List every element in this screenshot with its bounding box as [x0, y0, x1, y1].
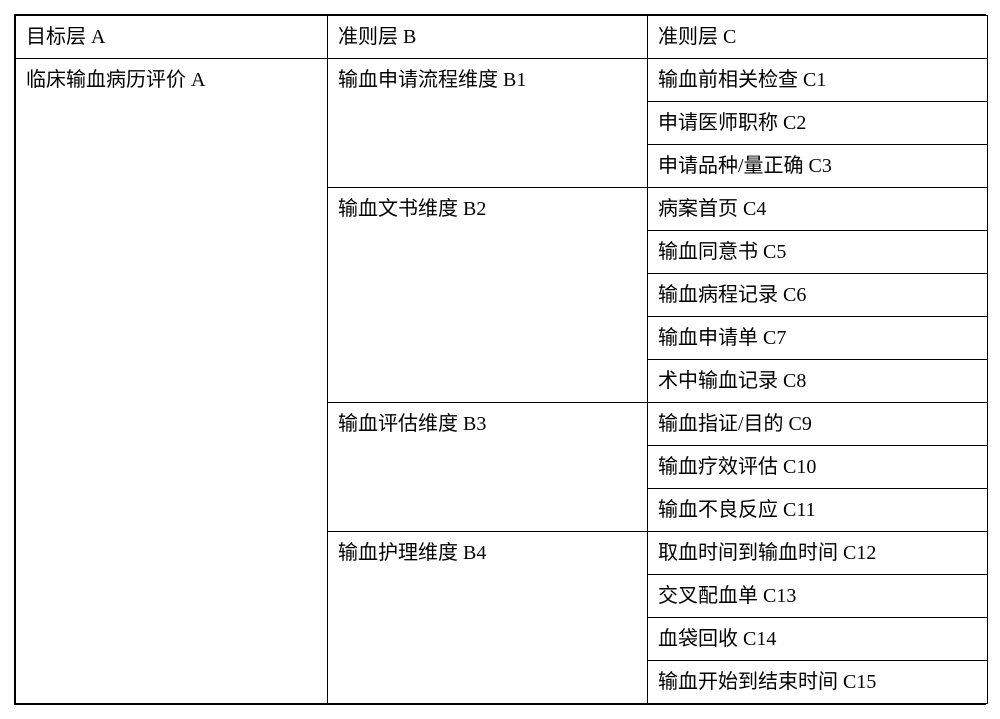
- criteria-c-cell: 病案首页 C4: [648, 188, 988, 231]
- goal-cell: 临床输血病历评价 A: [16, 59, 328, 704]
- header-cell-b: 准则层 B: [328, 16, 648, 59]
- criteria-c-cell: 血袋回收 C14: [648, 618, 988, 661]
- table: 目标层 A准则层 B准则层 C 临床输血病历评价 A输血申请流程维度 B1输血前相…: [15, 15, 988, 704]
- criteria-c-cell: 交叉配血单 C13: [648, 575, 988, 618]
- criteria-c-cell: 输血前相关检查 C1: [648, 59, 988, 102]
- criteria-c-cell: 申请品种/量正确 C3: [648, 145, 988, 188]
- criteria-b-cell: 输血护理维度 B4: [328, 532, 648, 704]
- criteria-c-cell: 取血时间到输血时间 C12: [648, 532, 988, 575]
- criteria-b-cell: 输血申请流程维度 B1: [328, 59, 648, 188]
- criteria-c-cell: 输血开始到结束时间 C15: [648, 661, 988, 704]
- criteria-c-cell: 输血疗效评估 C10: [648, 446, 988, 489]
- header-cell-a: 目标层 A: [16, 16, 328, 59]
- criteria-c-cell: 术中输血记录 C8: [648, 360, 988, 403]
- criteria-c-cell: 输血申请单 C7: [648, 317, 988, 360]
- criteria-c-cell: 输血同意书 C5: [648, 231, 988, 274]
- criteria-c-cell: 输血病程记录 C6: [648, 274, 988, 317]
- hierarchy-table: 目标层 A准则层 B准则层 C 临床输血病历评价 A输血申请流程维度 B1输血前相…: [14, 14, 986, 705]
- criteria-c-cell: 申请医师职称 C2: [648, 102, 988, 145]
- header-cell-c: 准则层 C: [648, 16, 988, 59]
- criteria-b-cell: 输血文书维度 B2: [328, 188, 648, 403]
- criteria-c-cell: 输血指证/目的 C9: [648, 403, 988, 446]
- criteria-b-cell: 输血评估维度 B3: [328, 403, 648, 532]
- criteria-c-cell: 输血不良反应 C11: [648, 489, 988, 532]
